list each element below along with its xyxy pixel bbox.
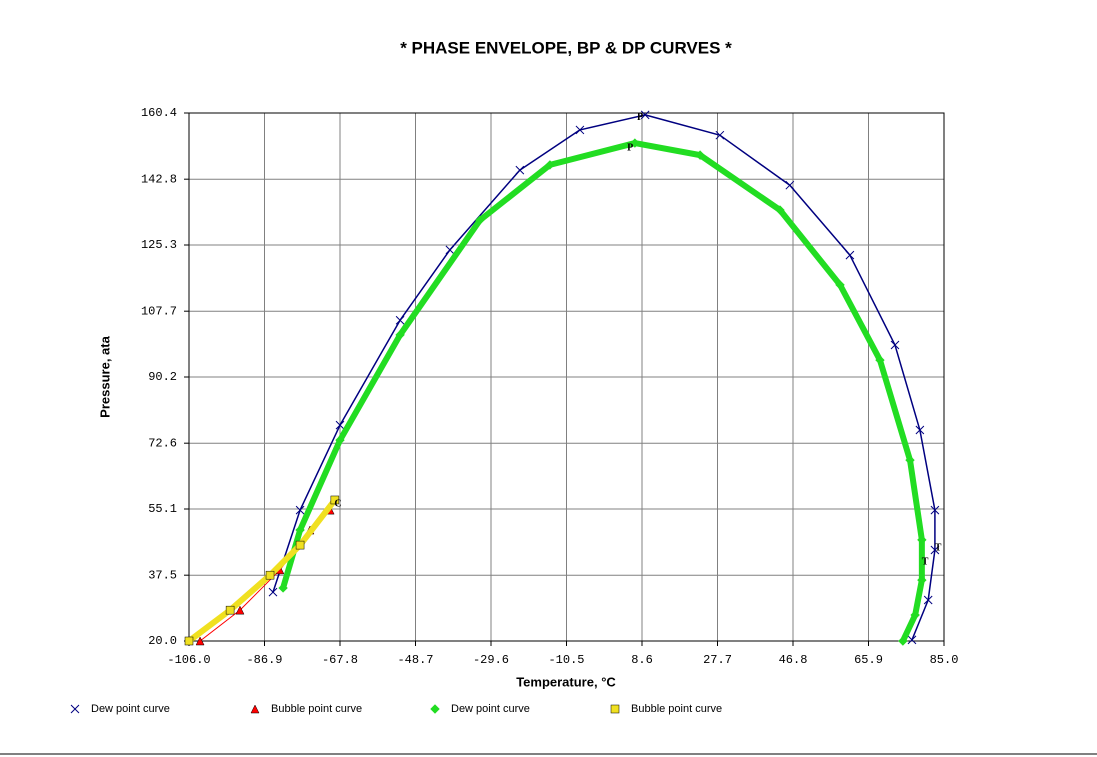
marker-square [330, 495, 340, 505]
annotation: P [637, 112, 643, 123]
annotation: T [935, 542, 942, 553]
y-tick-label: 20.0 [148, 634, 177, 648]
annotation: T [922, 556, 929, 567]
marker-square [265, 570, 275, 580]
legend-item: Dew point curve [430, 703, 530, 715]
marker-diamond [835, 280, 845, 290]
legend-label: Dew point curve [91, 703, 170, 715]
marker-diamond [917, 575, 927, 585]
marker-diamond [910, 610, 920, 620]
annotation: P [627, 142, 633, 153]
marker-square [184, 636, 194, 646]
marker-x [930, 545, 940, 555]
x-tick-label: 27.7 [703, 653, 732, 667]
legend-label: Dew point curve [451, 703, 530, 715]
x-tick-label: 8.6 [631, 653, 653, 667]
y-tick-label: 37.5 [148, 568, 177, 582]
chart-title: * PHASE ENVELOPE, BP & DP CURVES * [400, 38, 732, 57]
marker-x [445, 245, 455, 255]
marker-x [907, 635, 917, 645]
marker-diamond [775, 205, 785, 215]
marker-diamond [875, 355, 885, 365]
marker-diamond [898, 636, 908, 646]
series-line [280, 140, 925, 644]
marker-square [610, 704, 620, 714]
marker-diamond [905, 455, 915, 465]
marker-x [715, 130, 725, 140]
legend-item: Bubble point curve [250, 703, 362, 715]
x-tick-label: -48.7 [397, 653, 433, 667]
y-axis-label: Pressure, ata [97, 335, 112, 417]
marker-diamond [545, 160, 555, 170]
marker-diamond [335, 435, 345, 445]
x-tick-label: -29.6 [473, 653, 509, 667]
x-tick-label: -67.8 [322, 653, 358, 667]
annotation: C [334, 498, 341, 509]
legend-label: Bubble point curve [631, 703, 722, 715]
y-tick-label: 142.8 [141, 172, 177, 186]
marker-square [225, 605, 235, 615]
series-line [186, 496, 338, 644]
x-tick-label: -10.5 [548, 653, 584, 667]
marker-x [515, 165, 525, 175]
x-tick-label: -106.0 [167, 653, 210, 667]
marker-diamond [395, 330, 405, 340]
marker-x [295, 505, 305, 515]
marker-triangle [195, 636, 205, 646]
marker-x [845, 250, 855, 260]
y-tick-label: 90.2 [148, 370, 177, 384]
marker-diamond [917, 535, 927, 545]
marker-x [890, 340, 900, 350]
marker-x [930, 505, 940, 515]
x-tick-label: 65.9 [854, 653, 883, 667]
marker-x [70, 704, 80, 714]
marker-square [295, 540, 305, 550]
marker-x [335, 420, 345, 430]
marker-diamond [475, 215, 485, 225]
legend-item: Bubble point curve [610, 703, 722, 715]
x-tick-label: 46.8 [779, 653, 808, 667]
y-tick-label: 107.7 [141, 304, 177, 318]
y-tick-label: 125.3 [141, 238, 177, 252]
marker-diamond [695, 150, 705, 160]
marker-diamond [278, 583, 288, 593]
legend-label: Bubble point curve [271, 703, 362, 715]
x-axis-label: Temperature, °C [516, 674, 616, 689]
marker-x [923, 595, 933, 605]
marker-triangle [250, 704, 260, 714]
x-tick-label: -86.9 [246, 653, 282, 667]
marker-triangle [235, 605, 245, 615]
y-tick-label: 55.1 [148, 502, 177, 516]
y-tick-label: 72.6 [148, 436, 177, 450]
marker-x [640, 110, 650, 120]
legend-item: Dew point curve [70, 703, 170, 715]
marker-x [395, 315, 405, 325]
x-tick-label: 85.0 [930, 653, 959, 667]
plot-frame [188, 112, 945, 642]
y-tick-label: 160.4 [141, 106, 177, 120]
marker-x [268, 587, 278, 597]
marker-x [785, 180, 795, 190]
marker-diamond [295, 525, 305, 535]
marker-diamond [430, 704, 440, 714]
marker-x [575, 125, 585, 135]
marker-x [915, 425, 925, 435]
marker-diamond [630, 138, 640, 148]
